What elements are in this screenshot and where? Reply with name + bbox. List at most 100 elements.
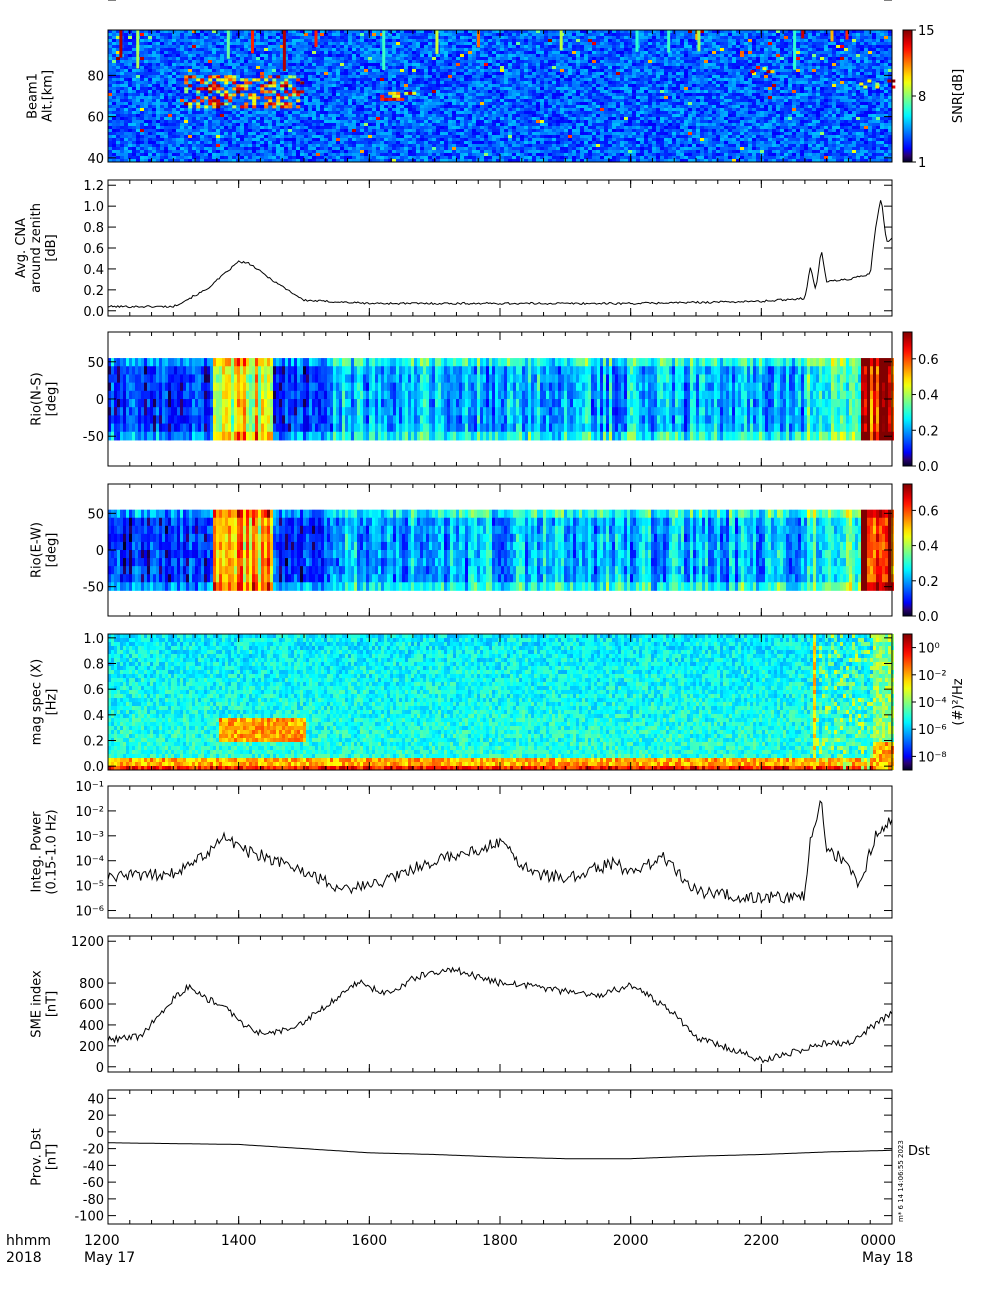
panel-5-colorbar-label: (#)²/Hz [951, 678, 966, 725]
panel-6-ytick-label: 10⁻¹ [75, 780, 104, 795]
panel-1-colorbar-tick: 15 [918, 24, 935, 39]
panel-6-ytick-label: 10⁻⁴ [75, 855, 104, 870]
panel-8-ytick-label: 0 [96, 1126, 104, 1141]
print-stamp: m* 6 14 14:06:55 2023 [897, 1140, 905, 1222]
panel-3-ytick-label: 50 [87, 356, 104, 371]
panel-1-colorbar-tick: 1 [918, 156, 926, 171]
panel-5-colorbar-tick: 10⁻⁴ [918, 696, 947, 711]
panel-7-ytick-label: 1000 [71, 0, 104, 4]
year-label: 2018 [6, 1250, 42, 1266]
panel-3-ytick-label: -50 [83, 430, 104, 445]
panel-2-ytick-label: 1.2 [83, 179, 104, 194]
time-tick-label: 1200 [84, 1233, 120, 1249]
panel-5-colorbar-tick: 10⁰ [918, 642, 940, 657]
panel-1-ytick-label: 40 [87, 152, 104, 167]
panel-7-ytick-label: 1200 [71, 935, 104, 950]
panel-8-ytick-label: 40 [87, 1092, 104, 1107]
panel-6-ylabel: Integ. Power(0.15-1.0 Hz) [30, 809, 60, 894]
panel-2-ytick-label: 1.0 [83, 200, 104, 215]
time-tick-label: 1800 [482, 1233, 518, 1249]
panel-5-colorbar-tick: 10⁻² [918, 669, 947, 684]
panel-1-ylabel: Beam1Alt.[km] [26, 70, 56, 122]
panel-7-ytick-label: 400 [79, 1019, 104, 1034]
panel-5-ytick-label: 0.8 [83, 658, 104, 673]
panel-4-colorbar-tick: 0.2 [918, 575, 939, 590]
panel-1-colorbar-tick: 8 [918, 90, 926, 105]
panel-3-colorbar-tick: 0.2 [918, 424, 939, 439]
panel-7-ytick-label: 0 [96, 1061, 104, 1076]
panel-3-ylabel: Rio(N-S)[deg] [30, 372, 60, 425]
panel-5-ytick-label: 0.4 [83, 709, 104, 724]
panel-7-ylabel: SME index[nT] [30, 970, 60, 1038]
panel-4-ytick-label: -50 [83, 581, 104, 596]
panel-3-colorbar-tick: 0.4 [918, 389, 939, 404]
panel-6-ytick-label: 10⁻⁵ [75, 880, 104, 895]
start-date-label: May 17 [84, 1250, 135, 1266]
panel-8-ytick-label: -20 [83, 1143, 104, 1158]
panel-2-ytick-label: 0.0 [83, 305, 104, 320]
panel-5-ytick-label: 0.0 [83, 760, 104, 775]
panel-4-colorbar-tick: 0.6 [918, 504, 939, 519]
panel-1-ytick-label: 100 [79, 0, 104, 4]
time-tick-label: 0000 [860, 1233, 896, 1249]
panel-7-frame [107, 935, 893, 1073]
panel-4-colorbar [902, 483, 913, 617]
panel-8-series-line [108, 1142, 892, 1160]
panel-1-colorbar [902, 29, 913, 163]
panel-3-colorbar [902, 331, 913, 467]
panel-3-rio-heatmap [108, 358, 894, 441]
panel-7-ytick-label: 600 [79, 998, 104, 1013]
panel-2-ytick-label: 0.8 [83, 221, 104, 236]
panel-6-ytick-label: 10⁻² [75, 805, 104, 820]
panel-3-ytick-label: 0 [96, 393, 104, 408]
panel-5-ytick-label: 0.2 [83, 734, 104, 749]
panel-2-frame [107, 179, 893, 317]
panel-5-ylabel: mag spec (X)[Hz] [30, 659, 60, 745]
panel-4-colorbar-tick: 0.4 [918, 540, 939, 555]
hhmm-label: hhmm [6, 1233, 51, 1249]
panel-8-ytick-label: -40 [83, 1159, 104, 1174]
time-tick-label: 1400 [221, 1233, 257, 1249]
panel-3-colorbar-tick: 0.6 [918, 353, 939, 368]
panel-4-ytick-label: 50 [87, 507, 104, 522]
panel-7-ytick-label: 200 [79, 1040, 104, 1055]
panel-4-rio-heatmap [108, 509, 894, 591]
panel-8-ytick-label: -100 [74, 1210, 104, 1225]
panel-8-ytick-label: 20 [87, 1109, 104, 1124]
panel-4-colorbar-tick: 0.0 [918, 610, 939, 625]
time-tick-label: 2200 [744, 1233, 780, 1249]
panel-8-ylabel: Prov. Dst[nT] [30, 1128, 60, 1185]
panel-8-ytick-label: -60 [83, 1176, 104, 1191]
panel-5-ytick-label: 0.6 [83, 683, 104, 698]
panel-5-mag-spectrogram [108, 634, 894, 770]
panel-8-ytick-label: -80 [83, 1193, 104, 1208]
panel-2-ylabel: Avg. CNAaround zenith[dB] [14, 203, 59, 293]
panel-6-frame [107, 785, 893, 919]
end-date-label: May 18 [862, 1250, 913, 1266]
panel-6-ytick-label: 10⁻⁶ [75, 905, 104, 920]
panel-7-ytick-label: 800 [79, 977, 104, 992]
panel-2-ytick-label: 0.2 [83, 284, 104, 299]
panel-4-ytick-label: 0 [96, 544, 104, 559]
time-axis-footer: hhmm 2018 May 17 May 18 1200 1400 1600 1800… [6, 1233, 913, 1266]
panel-5-colorbar-tick: 10⁻⁶ [918, 723, 947, 738]
panel-1-ytick-label: 80 [87, 69, 104, 84]
time-tick-label: 1600 [352, 1233, 388, 1249]
time-tick-label: 2000 [613, 1233, 649, 1249]
panel-5-colorbar [902, 633, 913, 771]
dst-legend: Dst [908, 1144, 930, 1159]
panel-6-ytick-label: 10⁻³ [75, 830, 104, 845]
panel-2-ytick-label: 0.6 [83, 242, 104, 257]
panel-3-colorbar-tick: 0.0 [918, 460, 939, 475]
panel-1-snr-heatmap [108, 30, 896, 162]
panel-4-ylabel: Rio(E-W)[deg] [30, 522, 60, 578]
panel-7-series-line [107, 966, 893, 1064]
panel-5-colorbar-tick: 10⁻⁸ [918, 750, 947, 765]
panel-6-series-line [107, 799, 893, 904]
panel-5-ytick-label: 1.0 [83, 632, 104, 647]
panel-1-colorbar-label: SNR[dB] [951, 69, 966, 123]
panel-2-ytick-label: 0.4 [83, 263, 104, 278]
panel-2-series-line [107, 200, 893, 309]
